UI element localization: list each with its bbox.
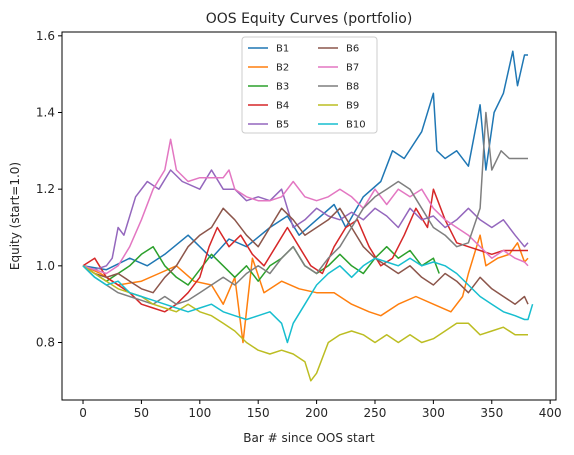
x-tick-label: 0 [79, 406, 87, 420]
x-tick-label: 200 [305, 406, 328, 420]
plot-frame [61, 31, 557, 401]
series-line-b6 [82, 207, 529, 305]
y-tick-label: 1.2 [36, 182, 55, 196]
x-axis: 0 50 100 150 200 250 300 350 400 [79, 400, 562, 420]
series-line-b4 [82, 188, 528, 313]
legend-label-b6: B6 [346, 44, 359, 55]
plot-lines [82, 50, 534, 382]
legend-label-b2: B2 [276, 63, 289, 74]
y-axis-title: Equity (start=1.0) [8, 162, 22, 270]
legend: B1 B2 B3 B4 B5 B6 B7 B8 B9 B10 [241, 36, 378, 134]
legend-label-b7: B7 [346, 63, 359, 74]
legend-label-b1: B1 [276, 44, 289, 55]
legend-box [241, 36, 378, 134]
legend-label-b5: B5 [276, 120, 289, 131]
legend-label-b9: B9 [346, 101, 359, 112]
x-tick-label: 100 [188, 406, 211, 420]
y-tick-label: 1.6 [36, 29, 55, 43]
series-line-b8 [82, 111, 528, 305]
x-axis-title: Bar # since OOS start [243, 431, 375, 445]
x-tick-label: 400 [539, 406, 562, 420]
y-tick-label: 1.0 [36, 259, 55, 273]
x-tick-label: 50 [134, 406, 149, 420]
y-tick-label: 1.4 [36, 106, 55, 120]
x-tick-label: 250 [364, 406, 387, 420]
series-line-b10 [82, 257, 534, 344]
y-axis: 0.8 1.0 1.2 1.4 1.6 [36, 29, 62, 350]
y-tick-label: 0.8 [36, 336, 55, 350]
series-line-b9 [82, 265, 528, 382]
legend-label-b8: B8 [346, 82, 359, 93]
x-tick-label: 150 [247, 406, 270, 420]
x-tick-label: 350 [480, 406, 503, 420]
series-line-b5 [82, 169, 529, 271]
legend-label-b4: B4 [276, 101, 289, 112]
chart-title: OOS Equity Curves (portfolio) [206, 11, 413, 27]
series-line-b3 [82, 245, 440, 286]
x-tick-label: 300 [422, 406, 445, 420]
series-line-b7 [82, 138, 529, 275]
series-line-b2 [82, 234, 529, 344]
legend-label-b3: B3 [276, 82, 289, 93]
series-line-b1 [82, 50, 528, 271]
legend-label-b10: B10 [346, 120, 366, 131]
